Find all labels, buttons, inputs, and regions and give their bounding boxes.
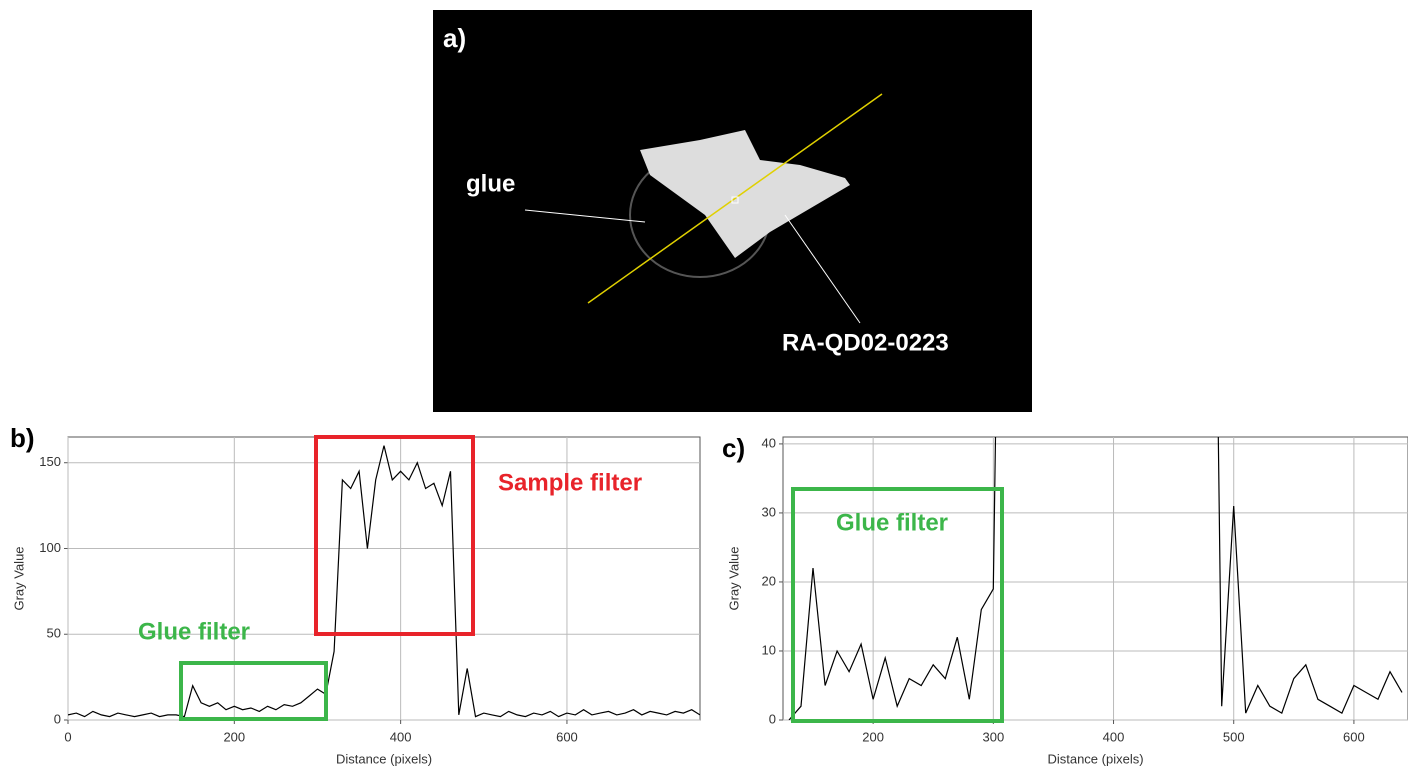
x-tick-label: 0 bbox=[64, 729, 71, 744]
profile-line bbox=[587, 93, 883, 304]
x-tick-label: 200 bbox=[862, 729, 884, 744]
chart: 0 10 20 30 40 200 300 400 500 600 Distance (pixels… bbox=[722, 433, 1408, 766]
x-tick-label: 300 bbox=[982, 729, 1004, 744]
y-tick-label: 30 bbox=[762, 504, 776, 519]
filter-box bbox=[791, 487, 1004, 723]
x-axis-label: Distance (pixels) bbox=[336, 751, 432, 766]
panel-label: a) bbox=[443, 23, 466, 53]
x-tick-label: 400 bbox=[390, 729, 412, 744]
y-tick-label: 0 bbox=[769, 711, 776, 726]
profile-line bbox=[68, 445, 700, 718]
pointer bbox=[784, 214, 861, 324]
y-tick-label: 50 bbox=[47, 626, 61, 641]
y-axis-label: Gray Value bbox=[726, 546, 741, 610]
panel-label: b) bbox=[10, 423, 35, 453]
annotation: RA-QD02-0223 bbox=[782, 329, 949, 356]
image-panel: a) glue RA-QD02-0223 bbox=[433, 10, 1032, 412]
y-tick-label: 100 bbox=[39, 540, 61, 555]
y-tick-label: 10 bbox=[762, 642, 776, 657]
x-tick-label: 600 bbox=[1343, 729, 1365, 744]
profile-line bbox=[788, 437, 1403, 720]
panel-label: c) bbox=[722, 433, 745, 463]
sample bbox=[640, 130, 850, 258]
center-marker bbox=[731, 196, 739, 204]
x-axis-label: Distance (pixels) bbox=[1047, 751, 1143, 766]
x-tick-label: 500 bbox=[1223, 729, 1245, 744]
annotation: Glue filter bbox=[836, 509, 948, 536]
y-axis-label: Gray Value bbox=[11, 546, 26, 610]
x-tick-label: 200 bbox=[223, 729, 245, 744]
y-tick-label: 40 bbox=[762, 435, 776, 450]
y-tick-label: 0 bbox=[54, 711, 61, 726]
filter-box bbox=[179, 661, 328, 721]
y-tick-label: 150 bbox=[39, 454, 61, 469]
annotation: Glue filter bbox=[138, 618, 250, 645]
y-tick-label: 20 bbox=[762, 573, 776, 588]
chart: 0 50 100 150 0 200 400 600 Distance (pixels) Gray… bbox=[10, 423, 701, 766]
annotation: glue bbox=[466, 170, 515, 197]
x-tick-label: 600 bbox=[556, 729, 578, 744]
pointer bbox=[524, 209, 646, 223]
x-tick-label: 400 bbox=[1103, 729, 1125, 744]
plot-area bbox=[782, 436, 1408, 721]
annotation: Sample filter bbox=[498, 469, 642, 496]
filter-box bbox=[314, 435, 475, 636]
